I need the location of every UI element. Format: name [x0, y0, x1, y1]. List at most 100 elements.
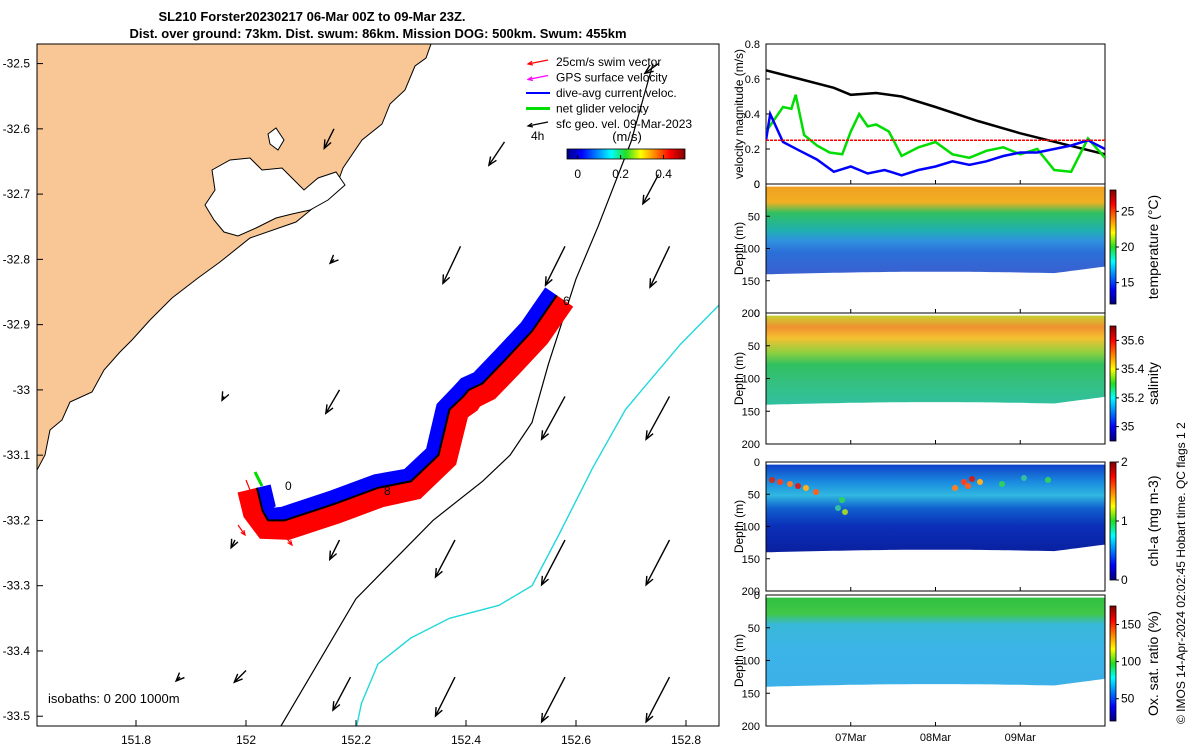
sfc-vector-arrow-head: [233, 673, 243, 684]
isobaths-label: isobaths: 0 200 1000m: [48, 691, 180, 706]
section-ytick-label: 150: [742, 688, 760, 700]
section-colorbar: [1109, 605, 1117, 722]
section-colorbar-tick-label: 15: [1121, 276, 1135, 290]
map-ytick-label: -32.7: [3, 187, 31, 201]
section-ytick-label: 100: [742, 656, 760, 668]
velocity-ylabel: velocity magnitude (m/s): [732, 49, 746, 179]
map-xtick-label: 152.4: [451, 733, 481, 747]
legend-arrow-icon: [527, 74, 549, 81]
section-colorbar: [1109, 189, 1117, 305]
sfc-vector-arrow: [233, 670, 247, 683]
chl-hotspot: [795, 483, 801, 489]
chl-hotspot: [769, 477, 775, 483]
sfc-vector-arrow-head: [328, 254, 339, 265]
credit-text: © IMOS 14-Apr-2024 02:02:45 Hobart time.…: [1174, 422, 1188, 724]
track-marker: 8: [384, 484, 391, 498]
section-ytick-label: 150: [742, 554, 760, 566]
swim-vector-arrow: [245, 479, 263, 521]
chl-hotspot: [999, 481, 1005, 487]
sfc-vector-arrow: [329, 539, 341, 560]
chlorophyll-panel: [766, 462, 1105, 591]
legend-label: sfc geo. vel. 09-Mar-2023: [556, 117, 692, 131]
colorbar-tick-label: 0.2: [612, 167, 629, 181]
sfc-vector-arrow-head: [323, 139, 332, 150]
sfc-vector-arrow-head: [649, 278, 658, 289]
chl-hotspot: [839, 497, 845, 503]
section-colorbar-tick-label: 100: [1121, 655, 1141, 669]
section-colorbar-tick-label: 2: [1121, 455, 1128, 469]
velocity-series-line: [766, 69, 1105, 156]
swim-vector-arrow-head: [247, 510, 253, 517]
chl-hotspot: [952, 485, 958, 491]
swim-vector-arrow-head: [287, 540, 293, 547]
map-ytick-label: -33.2: [3, 513, 31, 527]
sfc-vector-arrow-head: [544, 276, 553, 287]
sfc-vector-arrow-head: [487, 156, 497, 167]
section-ytick-label: 100: [742, 522, 760, 534]
chl-hotspot: [969, 476, 975, 482]
section-ytick-label: 200: [742, 308, 760, 320]
chl-hotspot: [787, 481, 793, 487]
section-ytick-label: 100: [742, 244, 760, 256]
sfc-vector-arrow: [544, 246, 566, 286]
isobath-1000m: [355, 304, 719, 726]
track-marker: 0: [285, 479, 292, 493]
section-colorbar: [1109, 325, 1117, 442]
sfc-vector-arrow-head: [645, 430, 654, 441]
map-ytick-label: -33: [13, 383, 31, 397]
chart-title: SL210 Forster20230217 06-Mar 00Z to 09-M…: [158, 9, 465, 24]
track-line: [256, 294, 558, 522]
swim-vector-arrow: [237, 524, 246, 536]
sfc-vector-arrow-head: [540, 575, 549, 587]
legend-time-label: 4h: [531, 129, 544, 143]
section-colorbar-tick-label: 35.2: [1121, 391, 1145, 405]
sfc-vector-arrow: [644, 63, 659, 74]
swim-vector-arrow-head: [258, 514, 263, 522]
chl-hotspot: [803, 485, 809, 491]
swim-vector-ribbon: [237, 295, 574, 540]
section-colorbar-label: Ox. sat. ratio (%): [1145, 611, 1161, 716]
section-colorbar-tick-label: 150: [1121, 618, 1141, 632]
lake-area: [204, 157, 346, 237]
velocity-ytick-label: 0.2: [745, 144, 760, 156]
temperature-panel: [766, 184, 1105, 313]
sfc-vector-arrow: [540, 539, 566, 586]
section-ytick-label: 0: [754, 179, 760, 191]
section-colorbar-tick-label: 35: [1121, 420, 1135, 434]
legend-arrow-icon-head: [526, 76, 534, 82]
section-ytick-label: 50: [748, 623, 760, 635]
section-ytick-label: 200: [742, 439, 760, 451]
colorbar-unit: (m/s): [612, 129, 642, 144]
map-colorbar: [566, 148, 686, 160]
legend-arrow-icon: [527, 121, 549, 127]
legend-label: net glider velocity: [556, 102, 649, 116]
section-ytick-label: 100: [742, 374, 760, 386]
section-colorbar-tick-label: 0: [1121, 573, 1128, 587]
velocity-panel: 0 0.2 0.4 0.6 0.8 velocity magnitude (m/s): [732, 39, 1106, 191]
velocity-series-line: [766, 109, 1105, 177]
swim-vector-arrow: [275, 524, 293, 546]
section-ytick-label: 0: [754, 308, 760, 320]
sfc-vector-arrow-head: [324, 404, 334, 415]
sfc-vector-arrow-head: [332, 701, 341, 712]
section-colorbar-tick-label: 25: [1121, 204, 1135, 218]
legend-arrow-icon-head: [526, 122, 534, 128]
sfc-vector-arrow-head: [434, 707, 443, 718]
swim-vector-arrow: [239, 499, 253, 516]
sfc-vector-arrow: [645, 676, 671, 723]
section-ytick-label: 200: [742, 721, 760, 733]
chl-hotspot: [835, 505, 841, 511]
map-xtick-label: 152.6: [561, 733, 591, 747]
sfc-vector-arrow-head: [540, 430, 550, 441]
track-marker: 6: [563, 294, 570, 308]
velocity-series-line: [766, 94, 1105, 174]
sfc-vector-arrow: [540, 676, 566, 723]
section-colorbar-label: salinity: [1145, 362, 1161, 405]
legend-arrow-icon-head: [526, 60, 534, 66]
map-ytick-label: -32.6: [3, 122, 31, 136]
map-axes-box: [36, 43, 720, 727]
sfc-vector-arrow: [642, 174, 660, 205]
sfc-vector-arrow-head: [645, 575, 654, 587]
sfc-vector-arrow: [323, 128, 335, 149]
